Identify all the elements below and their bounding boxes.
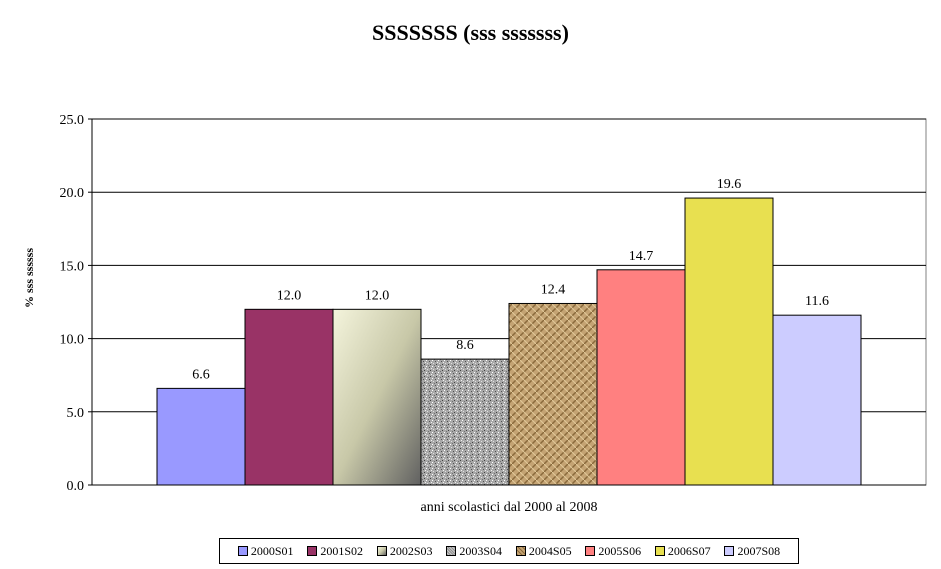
legend-label: 2007S08 bbox=[737, 543, 781, 558]
bar-2007S08 bbox=[772, 314, 862, 486]
y-tick-label: 10.0 bbox=[60, 333, 85, 348]
chart-title: SSSSSSS (sss sssssss) bbox=[372, 20, 569, 45]
bar-2001S02 bbox=[244, 308, 334, 486]
bar-2006S07 bbox=[684, 197, 774, 486]
bar-2003S04 bbox=[420, 358, 510, 486]
legend-item: 2007S08 bbox=[724, 544, 780, 559]
data-label: 14.7 bbox=[629, 249, 654, 264]
data-label: 6.6 bbox=[192, 367, 210, 382]
legend: 2000S01 2001S02 2002S03 2003S04 2004S05 2005S… bbox=[219, 538, 799, 564]
legend-swatch bbox=[446, 546, 457, 556]
y-tick-label: 20.0 bbox=[60, 186, 85, 201]
data-label: 11.6 bbox=[805, 294, 829, 309]
legend-label: 2005S06 bbox=[598, 543, 642, 558]
bar-2000S01 bbox=[156, 387, 246, 486]
legend-item: 2002S03 bbox=[376, 543, 433, 559]
legend-label: 2002S03 bbox=[389, 543, 433, 558]
legend-item: 2005S06 bbox=[585, 544, 641, 559]
legend-item: 2003S04 bbox=[446, 544, 502, 559]
x-axis-label: anni scolastici dal 2000 al 2008 bbox=[421, 500, 598, 515]
bar-2004S05 bbox=[508, 302, 598, 486]
bar-2005S06 bbox=[596, 269, 686, 486]
y-tick-label: 15.0 bbox=[60, 259, 85, 274]
legend-item: 2006S07 bbox=[654, 543, 711, 559]
legend-swatch bbox=[237, 546, 248, 556]
legend-item: 2000S01 bbox=[237, 543, 294, 559]
legend-swatch bbox=[585, 546, 596, 556]
legend-swatch bbox=[515, 546, 526, 556]
legend-label: 2004S05 bbox=[528, 543, 572, 558]
legend-label: 2006S07 bbox=[667, 543, 711, 558]
legend-swatch bbox=[376, 546, 387, 556]
legend-label: 2001S02 bbox=[320, 543, 364, 558]
legend-label: 2003S04 bbox=[459, 543, 503, 558]
data-label: 12.0 bbox=[277, 288, 302, 303]
data-label: 8.6 bbox=[456, 338, 474, 353]
legend-label: 2000S01 bbox=[250, 543, 294, 558]
y-axis-label: % sss ssssss bbox=[22, 248, 36, 308]
legend-swatch bbox=[654, 546, 665, 556]
bar-2002S03 bbox=[332, 308, 422, 486]
data-label: 12.0 bbox=[365, 288, 390, 303]
y-tick-label: 5.0 bbox=[67, 406, 85, 421]
data-label: 12.4 bbox=[541, 282, 566, 297]
legend-swatch bbox=[724, 546, 735, 556]
y-tick-label: 25.0 bbox=[60, 113, 85, 128]
y-tick-label: 0.0 bbox=[67, 479, 85, 494]
legend-item: 2004S05 bbox=[515, 543, 572, 559]
data-label: 19.6 bbox=[717, 177, 742, 192]
legend-item: 2001S02 bbox=[307, 544, 363, 559]
legend-swatch bbox=[307, 546, 318, 556]
